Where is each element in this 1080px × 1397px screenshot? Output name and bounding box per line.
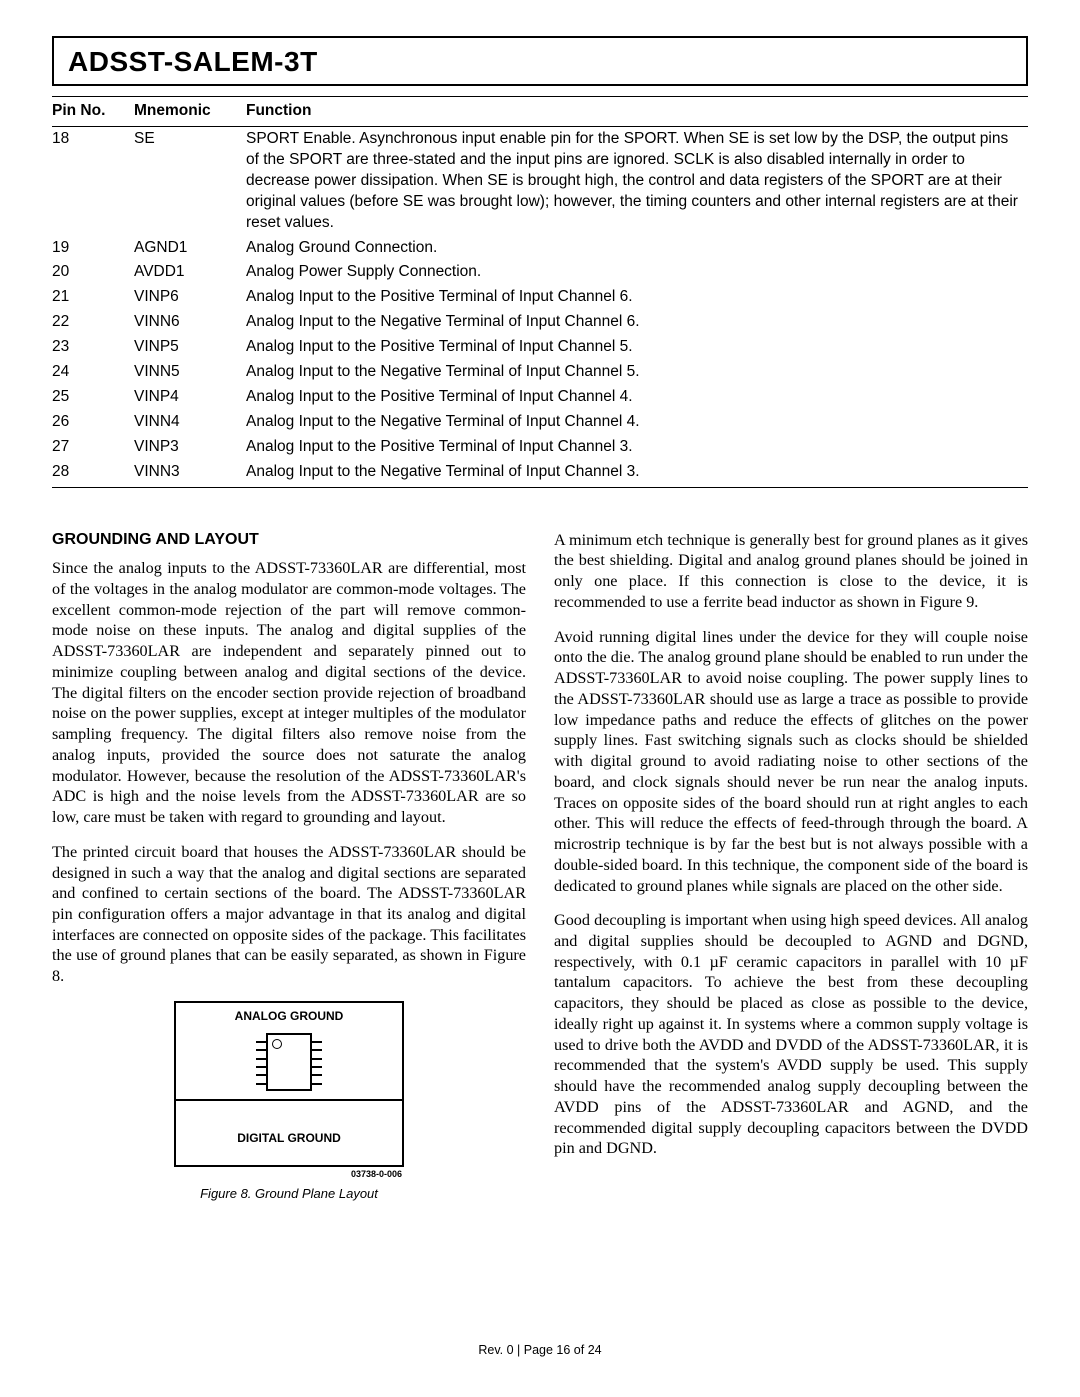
- section-heading: GROUNDING AND LAYOUT: [52, 530, 526, 550]
- table-row: 20AVDD1Analog Power Supply Connection.: [52, 260, 1028, 285]
- cell-pin: 20: [52, 260, 134, 285]
- body-paragraph: Good decoupling is important when using …: [554, 910, 1028, 1159]
- cell-pin: 27: [52, 435, 134, 460]
- table-row: 19AGND1Analog Ground Connection.: [52, 236, 1028, 261]
- page-header: ADSST-SALEM-3T: [52, 36, 1028, 86]
- body-paragraph: A minimum etch technique is generally be…: [554, 530, 1028, 613]
- figure-8: ANALOG GROUND DIGITAL GROUND 03738-0-006…: [174, 1001, 404, 1203]
- cell-function: Analog Input to the Negative Terminal of…: [246, 410, 1028, 435]
- table-row: 27VINP3Analog Input to the Positive Term…: [52, 435, 1028, 460]
- chip-icon: [266, 1033, 312, 1091]
- cell-mnemonic: VINP4: [134, 385, 246, 410]
- page-footer: Rev. 0 | Page 16 of 24: [0, 1343, 1080, 1357]
- cell-pin: 19: [52, 236, 134, 261]
- cell-pin: 28: [52, 460, 134, 487]
- cell-pin: 18: [52, 126, 134, 235]
- cell-function: Analog Input to the Negative Terminal of…: [246, 460, 1028, 487]
- cell-function: Analog Input to the Positive Terminal of…: [246, 385, 1028, 410]
- cell-mnemonic: SE: [134, 126, 246, 235]
- cell-pin: 22: [52, 310, 134, 335]
- cell-mnemonic: AGND1: [134, 236, 246, 261]
- table-row: 18SESPORT Enable. Asynchronous input ena…: [52, 126, 1028, 235]
- table-row: 23VINP5Analog Input to the Positive Term…: [52, 335, 1028, 360]
- table-row: 26VINN4Analog Input to the Negative Term…: [52, 410, 1028, 435]
- cell-pin: 25: [52, 385, 134, 410]
- figure-code: 03738-0-006: [174, 1169, 404, 1181]
- cell-function: Analog Input to the Positive Terminal of…: [246, 335, 1028, 360]
- figure-caption: Figure 8. Ground Plane Layout: [174, 1186, 404, 1203]
- body-paragraph: Since the analog inputs to the ADSST-733…: [52, 558, 526, 828]
- figure-label-top: ANALOG GROUND: [176, 1009, 402, 1024]
- cell-mnemonic: VINN4: [134, 410, 246, 435]
- cell-pin: 24: [52, 360, 134, 385]
- table-row: 22VINN6Analog Input to the Negative Term…: [52, 310, 1028, 335]
- th-mnemonic: Mnemonic: [134, 97, 246, 127]
- body-paragraph: The printed circuit board that houses th…: [52, 842, 526, 987]
- cell-function: Analog Input to the Positive Terminal of…: [246, 285, 1028, 310]
- table-row: 28VINN3Analog Input to the Negative Term…: [52, 460, 1028, 487]
- cell-function: Analog Ground Connection.: [246, 236, 1028, 261]
- body-paragraph: Avoid running digital lines under the de…: [554, 627, 1028, 897]
- part-number-title: ADSST-SALEM-3T: [68, 46, 1012, 78]
- pin-function-table: Pin No. Mnemonic Function 18SESPORT Enab…: [52, 96, 1028, 488]
- table-row: 25VINP4Analog Input to the Positive Term…: [52, 385, 1028, 410]
- cell-mnemonic: VINP3: [134, 435, 246, 460]
- cell-function: Analog Power Supply Connection.: [246, 260, 1028, 285]
- cell-pin: 26: [52, 410, 134, 435]
- figure-label-bottom: DIGITAL GROUND: [176, 1131, 402, 1146]
- cell-mnemonic: VINP5: [134, 335, 246, 360]
- cell-function: Analog Input to the Positive Terminal of…: [246, 435, 1028, 460]
- table-row: 24VINN5Analog Input to the Negative Term…: [52, 360, 1028, 385]
- th-function: Function: [246, 97, 1028, 127]
- cell-mnemonic: AVDD1: [134, 260, 246, 285]
- cell-pin: 21: [52, 285, 134, 310]
- cell-function: Analog Input to the Negative Terminal of…: [246, 310, 1028, 335]
- cell-function: SPORT Enable. Asynchronous input enable …: [246, 126, 1028, 235]
- cell-pin: 23: [52, 335, 134, 360]
- cell-function: Analog Input to the Negative Terminal of…: [246, 360, 1028, 385]
- th-pin: Pin No.: [52, 97, 134, 127]
- cell-mnemonic: VINN6: [134, 310, 246, 335]
- cell-mnemonic: VINN5: [134, 360, 246, 385]
- table-row: 21VINP6Analog Input to the Positive Term…: [52, 285, 1028, 310]
- cell-mnemonic: VINP6: [134, 285, 246, 310]
- cell-mnemonic: VINN3: [134, 460, 246, 487]
